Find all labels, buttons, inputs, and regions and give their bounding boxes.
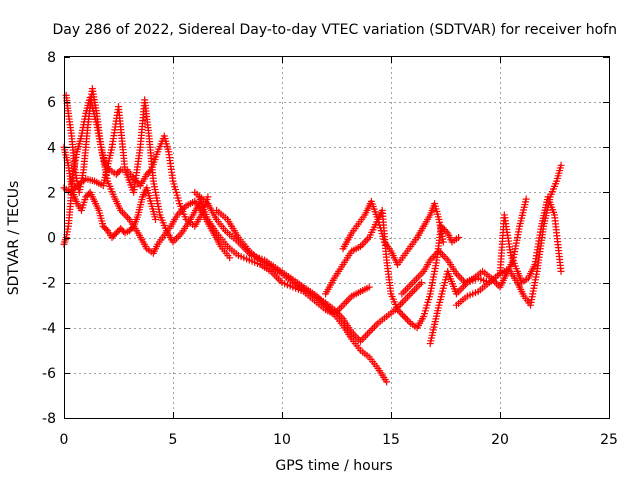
- data-point: [407, 289, 415, 297]
- y-axis-label: SDTVAR / TECUs: [6, 181, 22, 296]
- data-point: [409, 288, 417, 296]
- data-point: [440, 226, 448, 234]
- data-point: [174, 233, 182, 241]
- data-point: [172, 234, 180, 242]
- series-satellite-track-7: [213, 206, 426, 345]
- data-point: [120, 210, 128, 218]
- series-satellite-track-4: [60, 143, 160, 241]
- x-tick-labels: 0 5 10 15 20 25: [60, 432, 618, 448]
- data-point: [341, 299, 349, 307]
- data-point: [398, 298, 406, 306]
- plot-frame: [64, 56, 610, 419]
- data-point: [367, 326, 375, 334]
- data-point: [400, 312, 408, 320]
- x-tick-label: 0: [60, 432, 69, 448]
- data-point: [418, 279, 426, 287]
- data-point: [370, 323, 378, 331]
- data-point: [372, 321, 380, 329]
- data-point: [557, 267, 565, 275]
- axis-ticks: [64, 57, 610, 419]
- data-point: [365, 283, 373, 291]
- data-point: [398, 311, 406, 319]
- data-point: [365, 328, 373, 336]
- data-point: [124, 214, 132, 222]
- data-point: [440, 252, 448, 260]
- data-point: [362, 332, 370, 340]
- data-point: [383, 378, 391, 386]
- data-point: [404, 293, 412, 301]
- data-point: [454, 271, 462, 279]
- data-point: [416, 280, 424, 288]
- data-point: [115, 167, 123, 175]
- data-point: [400, 297, 408, 305]
- data-point: [353, 334, 361, 342]
- data-point: [337, 313, 345, 321]
- y-tick-label: 4: [47, 140, 56, 156]
- data-point: [428, 254, 436, 262]
- data-point: [442, 254, 450, 262]
- data-point: [412, 284, 420, 292]
- series-satellite-track-3: [60, 96, 203, 246]
- chart-title: Day 286 of 2022, Sidereal Day-to-day VTE…: [53, 22, 617, 38]
- x-tick-label: 25: [600, 432, 618, 448]
- y-tick-label: 6: [47, 95, 56, 111]
- x-tick-label: 15: [382, 432, 400, 448]
- data-point: [395, 307, 403, 315]
- data-point: [128, 224, 136, 232]
- data-point: [411, 286, 419, 294]
- data-point: [557, 161, 565, 169]
- data-point: [351, 332, 359, 340]
- data-point: [455, 234, 463, 241]
- data-point: [369, 325, 377, 333]
- data-point: [363, 330, 371, 338]
- x-tick-label: 5: [169, 432, 178, 448]
- data-point: [522, 195, 530, 203]
- y-tick-label: -2: [42, 276, 56, 292]
- data-point: [344, 296, 352, 304]
- x-axis-label: GPS time / hours: [275, 458, 392, 474]
- data-point: [405, 318, 413, 326]
- data-point: [402, 314, 410, 322]
- y-tick-label: 0: [47, 231, 56, 247]
- series-satellite-track-11: [426, 161, 565, 348]
- series-satellite-track-8: [322, 206, 463, 332]
- data-point: [343, 298, 351, 306]
- data-point: [439, 238, 447, 246]
- data-point: [360, 334, 368, 342]
- y-tick-label: -8: [42, 411, 56, 427]
- data-point: [358, 335, 366, 343]
- data-point: [339, 301, 347, 309]
- y-tick-label: -6: [42, 366, 56, 382]
- y-tick-label: 8: [47, 50, 56, 66]
- data-point: [456, 273, 464, 281]
- series-satellite-track-12: [452, 193, 565, 309]
- x-tick-label: 10: [273, 432, 291, 448]
- data-point: [405, 291, 413, 299]
- data-point: [394, 306, 402, 314]
- data-point: [152, 215, 160, 223]
- y-tick-label: 2: [47, 185, 56, 201]
- data-point: [403, 316, 411, 324]
- x-tick-label: 20: [491, 432, 509, 448]
- data-point: [397, 309, 405, 317]
- data-point: [176, 231, 184, 239]
- data-point: [122, 212, 130, 220]
- data-points: [60, 85, 565, 386]
- data-point: [226, 254, 234, 262]
- y-tick-label: -4: [42, 321, 56, 337]
- data-point: [204, 193, 212, 201]
- series-satellite-track-6: [195, 193, 373, 318]
- series-satellite-track-9: [339, 197, 447, 269]
- data-point: [337, 303, 345, 311]
- data-point: [360, 239, 368, 247]
- data-point: [402, 295, 410, 303]
- data-point: [102, 225, 110, 233]
- y-tick-labels: -8 -6 -4 -2 0 2 4 6 8: [42, 50, 56, 427]
- data-point: [362, 237, 370, 245]
